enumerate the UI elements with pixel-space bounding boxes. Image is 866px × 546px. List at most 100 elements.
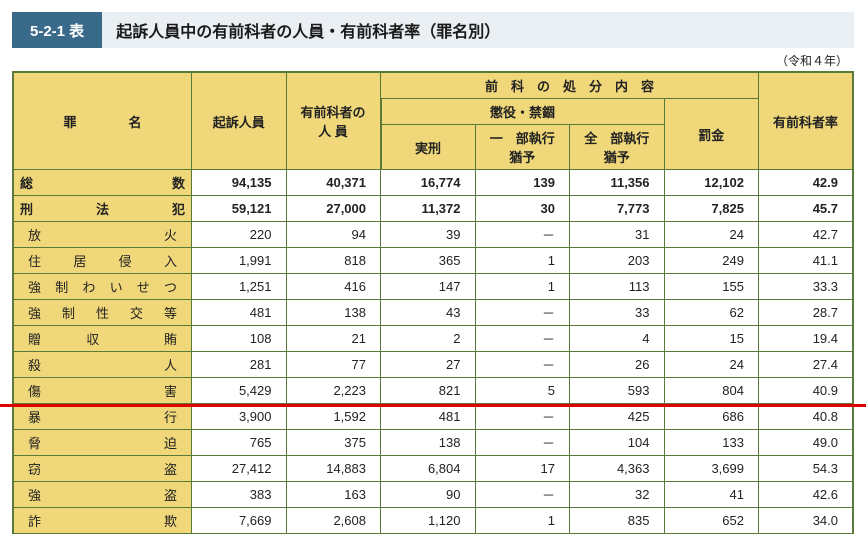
cell: 17 [475, 456, 570, 482]
row-label: 刑 法 犯 [13, 196, 192, 222]
cell: 383 [192, 482, 287, 508]
cell: 42.9 [759, 170, 854, 196]
cell: 14,883 [286, 456, 381, 482]
table-row: 放 火2209439－312442.7 [13, 222, 853, 248]
cell: 4 [570, 326, 665, 352]
cell: 28.7 [759, 300, 854, 326]
cell: 49.0 [759, 430, 854, 456]
col-imprison-group: 懲役・禁錮 [381, 99, 665, 125]
cell: 41 [664, 482, 759, 508]
cell: 30 [475, 196, 570, 222]
table-row: 窃 盗27,41214,8836,804174,3633,69954.3 [13, 456, 853, 482]
cell: 27,000 [286, 196, 381, 222]
cell: 3,699 [664, 456, 759, 482]
cell: 12,102 [664, 170, 759, 196]
cell: 39 [381, 222, 476, 248]
cell: 33 [570, 300, 665, 326]
col-rate: 有前科者率 [759, 72, 854, 170]
cell: 94 [286, 222, 381, 248]
cell: 11,372 [381, 196, 476, 222]
table-row: 暴 行3,9001,592481－42568640.8 [13, 404, 853, 430]
cell: 425 [570, 404, 665, 430]
cell: 416 [286, 274, 381, 300]
table-head: 罪 名 起訴人員 有前科者の 人 員 前 科 の 処 分 内 容 有前科者率 懲… [13, 72, 853, 170]
row-label: 住 居 侵 入 [13, 248, 192, 274]
cell: 1 [475, 274, 570, 300]
cell: 11,356 [570, 170, 665, 196]
cell: 26 [570, 352, 665, 378]
cell: 21 [286, 326, 381, 352]
cell: 33.3 [759, 274, 854, 300]
col-jail: 実刑 [381, 125, 476, 170]
cell: 7,669 [192, 508, 287, 534]
cell: 24 [664, 222, 759, 248]
row-label: 脅 迫 [13, 430, 192, 456]
cell: 94,135 [192, 170, 287, 196]
row-label: 殺 人 [13, 352, 192, 378]
cell: 133 [664, 430, 759, 456]
cell: 835 [570, 508, 665, 534]
cell: 34.0 [759, 508, 854, 534]
table-row: 傷 害5,4292,223821559380440.9 [13, 378, 853, 404]
cell: 365 [381, 248, 476, 274]
cell: 62 [664, 300, 759, 326]
cell: 7,825 [664, 196, 759, 222]
row-label: 窃 盗 [13, 456, 192, 482]
cell: 765 [192, 430, 287, 456]
cell: 41.1 [759, 248, 854, 274]
cell: 108 [192, 326, 287, 352]
cell: 42.7 [759, 222, 854, 248]
cell: － [475, 404, 570, 430]
cell: 27 [381, 352, 476, 378]
cell: 220 [192, 222, 287, 248]
cell: 104 [570, 430, 665, 456]
row-label: 強 制 わ い せ つ [13, 274, 192, 300]
cell: 42.6 [759, 482, 854, 508]
cell: 1 [475, 508, 570, 534]
cell: 652 [664, 508, 759, 534]
table-row: 強 制 わ い せ つ1,251416147111315533.3 [13, 274, 853, 300]
col-disposition-group: 前 科 の 処 分 内 容 [381, 72, 759, 99]
col-full-susp: 全 部執行猶予 [570, 125, 665, 170]
cell: － [475, 482, 570, 508]
row-label: 放 火 [13, 222, 192, 248]
cell: 163 [286, 482, 381, 508]
col-partial-susp: 一 部執行猶予 [475, 125, 570, 170]
header-row: 5-2-1 表 起訴人員中の有前科者の人員・有前科者率（罪名別） [12, 12, 854, 48]
cell: 281 [192, 352, 287, 378]
cell: 249 [664, 248, 759, 274]
cell: 2,223 [286, 378, 381, 404]
table-title: 起訴人員中の有前科者の人員・有前科者率（罪名別） [102, 12, 854, 48]
cell: 1,592 [286, 404, 381, 430]
cell: 139 [475, 170, 570, 196]
cell: 804 [664, 378, 759, 404]
cell: 19.4 [759, 326, 854, 352]
cell: 4,363 [570, 456, 665, 482]
cell: 818 [286, 248, 381, 274]
row-label: 強 制 性 交 等 [13, 300, 192, 326]
cell: 1,991 [192, 248, 287, 274]
table-row: 住 居 侵 入1,991818365120324941.1 [13, 248, 853, 274]
cell: － [475, 430, 570, 456]
cell: 15 [664, 326, 759, 352]
period-label: （令和４年） [12, 52, 848, 69]
cell: 821 [381, 378, 476, 404]
cell: 40.8 [759, 404, 854, 430]
table-row: 刑 法 犯59,12127,00011,372307,7737,82545.7 [13, 196, 853, 222]
cell: 147 [381, 274, 476, 300]
cell: 1,120 [381, 508, 476, 534]
row-label: 贈 収 賄 [13, 326, 192, 352]
row-label: 暴 行 [13, 404, 192, 430]
table-row: 贈 収 賄108212－41519.4 [13, 326, 853, 352]
cell: 24 [664, 352, 759, 378]
cell: 5 [475, 378, 570, 404]
row-label: 詐 欺 [13, 508, 192, 534]
table-row: 殺 人2817727－262427.4 [13, 352, 853, 378]
cell: － [475, 222, 570, 248]
cell: 43 [381, 300, 476, 326]
cell: 2 [381, 326, 476, 352]
cell: 481 [192, 300, 287, 326]
table-body: 総 数94,13540,37116,77413911,35612,10242.9… [13, 170, 853, 534]
cell: 1 [475, 248, 570, 274]
cell: 6,804 [381, 456, 476, 482]
